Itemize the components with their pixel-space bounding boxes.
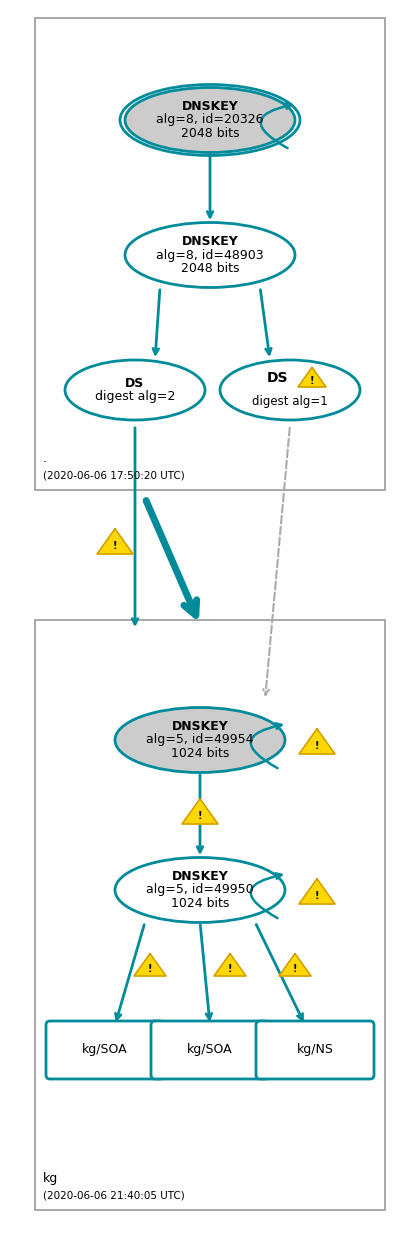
Polygon shape <box>182 799 218 824</box>
Ellipse shape <box>125 222 295 288</box>
Polygon shape <box>299 879 335 904</box>
Text: alg=8, id=20326: alg=8, id=20326 <box>156 114 264 126</box>
Polygon shape <box>299 729 335 755</box>
Text: DNSKEY: DNSKEY <box>181 235 239 248</box>
Text: 1024 bits: 1024 bits <box>171 897 229 910</box>
Text: !: ! <box>315 890 319 900</box>
Polygon shape <box>214 953 246 976</box>
Text: kg/NS: kg/NS <box>297 1044 333 1056</box>
Text: 1024 bits: 1024 bits <box>171 747 229 760</box>
Text: (2020-06-06 21:40:05 UTC): (2020-06-06 21:40:05 UTC) <box>43 1191 185 1200</box>
Ellipse shape <box>115 857 285 923</box>
FancyBboxPatch shape <box>151 1021 269 1079</box>
Text: !: ! <box>198 811 202 821</box>
Bar <box>35 620 385 1210</box>
Ellipse shape <box>65 359 205 420</box>
Ellipse shape <box>115 708 285 773</box>
Polygon shape <box>298 367 326 387</box>
Polygon shape <box>97 529 133 555</box>
Text: !: ! <box>310 375 314 385</box>
Text: digest alg=2: digest alg=2 <box>95 390 175 404</box>
Text: kg/SOA: kg/SOA <box>187 1044 233 1056</box>
Text: .: . <box>43 452 47 466</box>
Text: !: ! <box>315 741 319 751</box>
Text: kg/SOA: kg/SOA <box>82 1044 128 1056</box>
Text: !: ! <box>148 963 152 974</box>
Polygon shape <box>279 953 311 976</box>
Text: DNSKEY: DNSKEY <box>172 720 228 734</box>
Text: !: ! <box>113 541 117 551</box>
Text: !: ! <box>228 963 232 974</box>
Text: alg=5, id=49954: alg=5, id=49954 <box>146 734 254 746</box>
Text: 2048 bits: 2048 bits <box>181 262 239 275</box>
Text: alg=5, id=49950: alg=5, id=49950 <box>146 883 254 897</box>
Text: (2020-06-06 17:50:20 UTC): (2020-06-06 17:50:20 UTC) <box>43 471 185 480</box>
Ellipse shape <box>125 88 295 152</box>
Text: alg=8, id=48903: alg=8, id=48903 <box>156 248 264 262</box>
Polygon shape <box>134 953 166 976</box>
FancyBboxPatch shape <box>46 1021 164 1079</box>
FancyBboxPatch shape <box>256 1021 374 1079</box>
Bar <box>35 19 385 490</box>
Text: 2048 bits: 2048 bits <box>181 127 239 140</box>
Text: DNSKEY: DNSKEY <box>172 869 228 883</box>
Text: digest alg=1: digest alg=1 <box>252 395 328 409</box>
Text: !: ! <box>293 963 297 974</box>
Ellipse shape <box>220 359 360 420</box>
Text: DS: DS <box>267 370 289 385</box>
Text: DS: DS <box>126 377 144 390</box>
Text: kg: kg <box>43 1172 58 1186</box>
Text: DNSKEY: DNSKEY <box>181 100 239 112</box>
